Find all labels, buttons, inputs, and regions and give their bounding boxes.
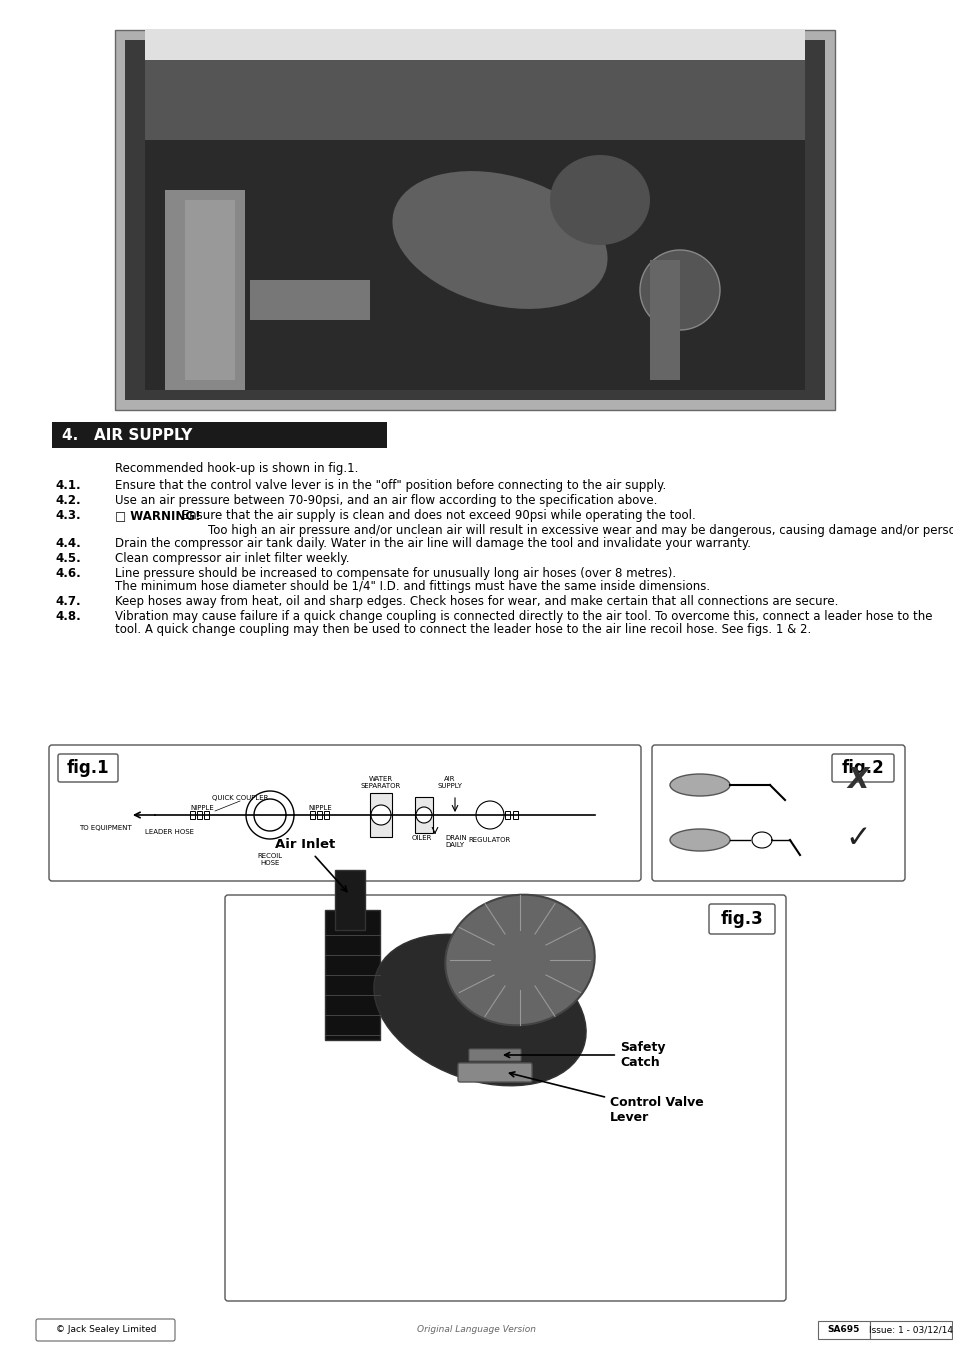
Text: Clean compressor air inlet filter weekly.: Clean compressor air inlet filter weekly… — [115, 552, 349, 566]
FancyBboxPatch shape — [831, 755, 893, 782]
Ellipse shape — [639, 250, 720, 329]
Text: © Jack Sealey Limited: © Jack Sealey Limited — [55, 1326, 156, 1335]
Text: Control Valve
Lever: Control Valve Lever — [509, 1072, 703, 1125]
Bar — [324, 811, 329, 819]
Bar — [145, 140, 804, 390]
Text: Issue: 1 - 03/12/14: Issue: 1 - 03/12/14 — [868, 1326, 952, 1335]
Bar — [204, 811, 210, 819]
Text: 4.4.: 4.4. — [55, 537, 81, 549]
Bar — [191, 811, 195, 819]
Text: Original Language Version: Original Language Version — [417, 1326, 536, 1335]
Bar — [250, 279, 370, 320]
Text: 4.6.: 4.6. — [55, 567, 81, 580]
Text: X: X — [846, 765, 868, 794]
Text: Ensure that the control valve lever is in the "off" position before connecting t: Ensure that the control valve lever is i… — [115, 479, 665, 491]
Bar — [869, 1322, 951, 1339]
Text: QUICK COUPLER: QUICK COUPLER — [212, 795, 268, 801]
Text: ✓: ✓ — [844, 824, 870, 852]
Bar — [145, 30, 804, 59]
Bar — [317, 811, 322, 819]
Text: REGULATOR: REGULATOR — [468, 837, 511, 842]
Text: 4.5.: 4.5. — [55, 552, 81, 566]
Text: WATER
SEPARATOR: WATER SEPARATOR — [360, 776, 400, 788]
Text: fig.2: fig.2 — [841, 759, 883, 778]
Ellipse shape — [445, 895, 594, 1025]
FancyBboxPatch shape — [708, 904, 774, 934]
Ellipse shape — [669, 774, 729, 796]
Text: 4.3.: 4.3. — [55, 509, 81, 522]
Text: Keep hoses away from heat, oil and sharp edges. Check hoses for wear, and make c: Keep hoses away from heat, oil and sharp… — [115, 595, 838, 608]
Bar — [513, 811, 518, 819]
Ellipse shape — [550, 155, 649, 244]
Bar — [115, 30, 834, 410]
Text: Vibration may cause failure if a quick change coupling is connected directly to : Vibration may cause failure if a quick c… — [115, 610, 931, 622]
Text: LEADER HOSE: LEADER HOSE — [146, 829, 194, 836]
Text: □ WARNING!: □ WARNING! — [115, 509, 200, 522]
Text: 4.8.: 4.8. — [55, 610, 81, 622]
Text: NIPPLE: NIPPLE — [308, 805, 332, 811]
Text: 4.   AIR SUPPLY: 4. AIR SUPPLY — [62, 428, 193, 443]
FancyBboxPatch shape — [225, 895, 785, 1301]
Text: Recommended hook-up is shown in fig.1.: Recommended hook-up is shown in fig.1. — [115, 462, 358, 475]
Ellipse shape — [669, 829, 729, 850]
Text: AIR
SUPPLY: AIR SUPPLY — [437, 776, 462, 788]
Ellipse shape — [374, 934, 585, 1085]
Bar — [817, 1322, 869, 1339]
Text: tool. A quick change coupling may then be used to connect the leader hose to the: tool. A quick change coupling may then b… — [115, 622, 810, 636]
FancyBboxPatch shape — [49, 745, 640, 882]
FancyBboxPatch shape — [36, 1319, 174, 1341]
Text: Air Inlet: Air Inlet — [274, 838, 347, 891]
FancyBboxPatch shape — [457, 1062, 532, 1081]
Bar — [310, 811, 315, 819]
Text: 4.7.: 4.7. — [55, 595, 81, 608]
Text: Safety
Catch: Safety Catch — [504, 1041, 665, 1069]
Circle shape — [371, 805, 391, 825]
Text: DRAIN
DAILY: DRAIN DAILY — [444, 836, 466, 848]
Bar — [165, 190, 245, 390]
Bar — [125, 40, 824, 400]
Bar — [145, 59, 804, 150]
FancyBboxPatch shape — [651, 745, 904, 882]
Ellipse shape — [392, 171, 607, 309]
Text: RECOIL
HOSE: RECOIL HOSE — [257, 853, 282, 865]
Text: Ensure that the air supply is clean and does not exceed 90psi while operating th: Ensure that the air supply is clean and … — [178, 509, 953, 537]
Bar — [197, 811, 202, 819]
Bar — [370, 792, 392, 837]
Bar — [649, 261, 679, 379]
Text: Drain the compressor air tank daily. Water in the air line will damage the tool : Drain the compressor air tank daily. Wat… — [115, 537, 750, 549]
Text: 4.2.: 4.2. — [55, 494, 81, 508]
Text: fig.1: fig.1 — [67, 759, 110, 778]
Text: OILER: OILER — [412, 836, 432, 841]
FancyBboxPatch shape — [58, 755, 118, 782]
Bar — [335, 869, 365, 930]
Text: Line pressure should be increased to compensate for unusually long air hoses (ov: Line pressure should be increased to com… — [115, 567, 676, 580]
Circle shape — [476, 801, 503, 829]
Text: Use an air pressure between 70-90psi, and an air flow according to the specifica: Use an air pressure between 70-90psi, an… — [115, 494, 657, 508]
FancyBboxPatch shape — [469, 1049, 520, 1061]
Bar — [505, 811, 510, 819]
Text: SA695: SA695 — [827, 1326, 860, 1335]
Text: The minimum hose diameter should be 1/4" I.D. and fittings must have the same in: The minimum hose diameter should be 1/4"… — [115, 580, 709, 593]
Bar — [52, 423, 387, 448]
Bar — [185, 200, 234, 379]
Text: NIPPLE: NIPPLE — [190, 805, 213, 811]
Text: TO EQUIPMENT: TO EQUIPMENT — [78, 825, 132, 832]
Text: fig.3: fig.3 — [720, 910, 762, 927]
Circle shape — [416, 807, 432, 824]
Bar — [415, 796, 433, 833]
Text: 4.1.: 4.1. — [55, 479, 81, 491]
Bar — [325, 910, 379, 1040]
